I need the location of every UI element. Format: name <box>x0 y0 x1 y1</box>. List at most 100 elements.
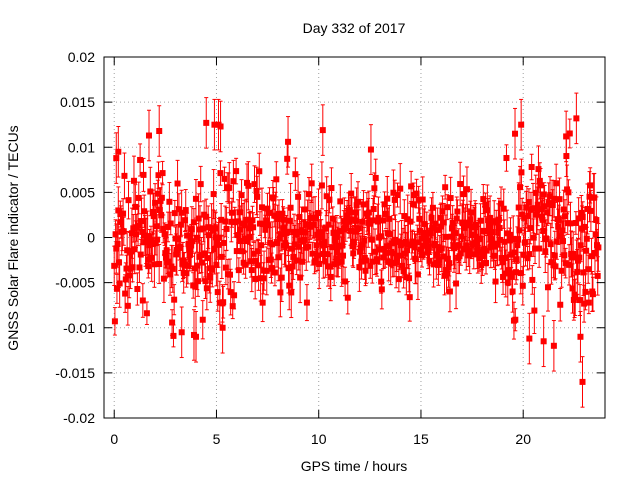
point-marker <box>374 258 381 265</box>
data-point <box>197 165 204 203</box>
point-marker <box>478 262 485 269</box>
point-marker <box>386 215 393 222</box>
data-point <box>460 175 467 213</box>
point-marker <box>264 205 271 212</box>
data-point <box>162 236 169 279</box>
point-marker <box>275 254 282 261</box>
point-marker <box>352 217 359 224</box>
point-marker <box>538 206 545 213</box>
point-marker <box>538 213 545 220</box>
data-point <box>209 252 216 288</box>
point-marker <box>382 210 389 217</box>
point-marker <box>581 300 588 307</box>
point-marker <box>589 291 596 298</box>
data-point <box>230 159 237 203</box>
point-marker <box>436 256 443 263</box>
data-point <box>150 189 157 235</box>
point-marker <box>228 218 235 225</box>
point-marker <box>134 285 141 292</box>
point-marker <box>270 195 277 202</box>
point-marker <box>263 267 270 274</box>
y-axis-label: GNSS Solar Flare indicator / TECUs <box>5 125 21 350</box>
data-point <box>156 243 163 285</box>
point-marker <box>253 187 260 194</box>
point-marker <box>136 264 143 271</box>
point-marker <box>378 278 385 285</box>
point-marker <box>448 225 455 232</box>
data-point <box>406 272 413 322</box>
data-point <box>369 239 376 284</box>
point-marker <box>235 267 242 274</box>
point-marker <box>262 226 269 233</box>
point-marker <box>479 253 486 260</box>
point-marker <box>237 226 244 233</box>
data-point <box>278 253 285 303</box>
point-marker <box>467 216 474 223</box>
data-point <box>344 281 351 315</box>
point-marker <box>559 227 566 234</box>
point-marker <box>517 184 524 191</box>
point-marker <box>583 247 590 254</box>
point-marker <box>543 236 550 243</box>
point-marker <box>585 266 592 273</box>
point-marker <box>301 236 308 243</box>
point-marker <box>114 240 121 247</box>
data-point <box>273 161 280 198</box>
point-marker <box>575 215 582 222</box>
point-marker <box>511 249 518 256</box>
point-marker <box>182 217 189 224</box>
point-marker <box>372 174 379 181</box>
point-marker <box>497 236 504 243</box>
point-marker <box>583 235 590 242</box>
point-marker <box>579 378 586 385</box>
data-point <box>308 163 315 204</box>
point-marker <box>504 230 511 237</box>
data-point <box>337 184 344 219</box>
data-point <box>134 272 141 306</box>
point-marker <box>438 245 445 252</box>
point-marker <box>245 182 252 189</box>
point-marker <box>374 218 381 225</box>
point-marker <box>137 251 144 258</box>
point-marker <box>148 254 155 261</box>
point-marker <box>348 216 355 223</box>
point-marker <box>177 221 184 228</box>
point-marker <box>447 195 454 202</box>
point-marker <box>149 241 156 248</box>
point-marker <box>263 217 270 224</box>
data-point <box>217 100 224 153</box>
point-marker <box>394 192 401 199</box>
x-tick-label: 10 <box>311 431 327 447</box>
point-marker <box>539 216 546 223</box>
point-marker <box>292 171 299 178</box>
point-marker <box>592 231 599 238</box>
data-point <box>140 157 147 192</box>
data-point <box>178 189 185 236</box>
point-marker <box>128 230 135 237</box>
point-marker <box>551 252 558 259</box>
point-marker <box>222 264 229 271</box>
point-marker <box>480 227 487 234</box>
point-marker <box>167 220 174 227</box>
data-point <box>198 237 205 274</box>
point-marker <box>218 216 225 223</box>
point-marker <box>498 255 505 262</box>
point-marker <box>332 233 339 240</box>
data-point <box>139 283 146 318</box>
data-point <box>566 118 573 149</box>
point-marker <box>308 180 315 187</box>
point-marker <box>476 255 483 262</box>
data-point <box>380 230 387 269</box>
data-point <box>365 190 372 235</box>
point-marker <box>460 191 467 198</box>
point-marker <box>130 225 137 232</box>
point-marker <box>152 199 159 206</box>
x-tick-label: 5 <box>213 431 221 447</box>
point-marker <box>580 269 587 276</box>
data-point <box>217 160 224 186</box>
point-marker <box>154 236 161 243</box>
point-marker <box>591 194 598 201</box>
point-marker <box>331 261 338 268</box>
data-point <box>540 315 547 368</box>
x-axis-label: GPS time / hours <box>301 458 408 474</box>
